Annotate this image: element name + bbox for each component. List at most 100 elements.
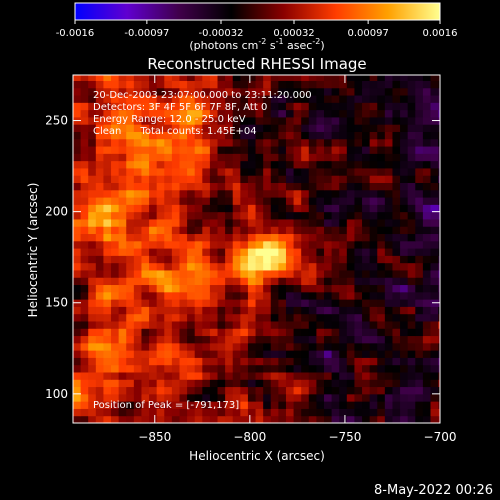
heatmap-cell [255,262,264,271]
heatmap-cell [263,320,272,329]
heatmap-cell [156,299,165,307]
heatmap-cell [438,248,440,256]
heatmap-cell [73,306,82,315]
heatmap-cell [339,175,348,183]
heatmap-cell [392,160,401,169]
heatmap-cell [301,320,310,329]
heatmap-cell [217,160,226,169]
heatmap-cell [95,160,104,169]
heatmap-cell [232,277,241,286]
heatmap-cell [339,182,348,191]
heatmap-cell [202,75,211,81]
heatmap-cell [133,153,142,162]
heatmap-cell [369,116,378,125]
heatmap-cell [270,197,279,205]
heatmap-cell [255,248,264,256]
heatmap-cell [278,255,287,264]
heatmap-cell [270,204,279,213]
heatmap-cell [377,204,386,213]
heatmap-cell [384,95,393,103]
heatmap-cell [438,109,440,118]
heatmap-cell [384,386,393,395]
heatmap-cell [133,379,142,388]
heatmap-cell [339,371,348,380]
heatmap-cell [346,138,355,147]
heatmap-cell [171,233,180,242]
heatmap-cell [331,328,340,337]
heatmap-cell [194,197,203,205]
heatmap-cell [103,255,112,264]
heatmap-cell [285,124,295,132]
heatmap-cell [301,255,310,264]
heatmap-cell [194,291,203,300]
heatmap-cell [263,248,272,256]
heatmap-cell [80,211,89,220]
heatmap-cell [149,80,158,89]
heatmap-cell [308,401,317,409]
heatmap-cell [118,131,127,140]
heatmap-cell [270,313,279,322]
heatmap-cell [80,313,89,322]
heatmap-cell [126,138,135,147]
heatmap-cell [407,299,416,307]
heatmap-cell [95,80,104,89]
heatmap-cell [232,146,241,154]
heatmap-cell [415,313,424,322]
heatmap-cell [430,269,439,278]
heatmap-cell [339,160,348,169]
heatmap-cell [422,350,431,358]
heatmap-cell [225,80,234,89]
heatmap-cell [377,401,386,409]
heatmap-cell [384,248,393,256]
heatmap-cell [194,342,203,351]
heatmap-cell [392,284,401,293]
heatmap-cell [126,80,135,89]
heatmap-cell [202,233,211,242]
heatmap-cell [202,415,211,423]
heatmap-cell [88,328,97,337]
heatmap-cell [217,102,226,111]
heatmap-cell [187,116,196,125]
heatmap-cell [232,255,241,264]
heatmap-cell [400,393,409,402]
heatmap-cell [270,80,279,89]
heatmap-cell [430,218,439,227]
heatmap-cell [95,386,104,395]
heatmap-cell [247,408,257,417]
heatmap-cell [209,131,219,140]
heatmap-cell [415,393,424,402]
heatmap-cell [171,342,180,351]
heatmap-cell [80,277,89,286]
heatmap-cell [194,153,203,162]
heatmap-cell [422,160,431,169]
heatmap-cell [240,197,249,205]
heatmap-cell [308,138,317,147]
heatmap-cell [73,269,82,278]
heatmap-cell [285,233,295,242]
heatmap-cell [179,182,188,191]
heatmap-cell [255,393,264,402]
heatmap-cell [95,342,104,351]
heatmap-cell [354,197,363,205]
heatmap-cell [149,335,158,344]
heatmap-cell [141,350,150,358]
heatmap-cell [293,379,302,388]
heatmap-cell [171,364,180,373]
heatmap-cell [407,102,416,111]
heatmap-cell [164,233,173,242]
heatmap-cell [80,153,89,162]
heatmap-cell [126,255,135,264]
heatmap-cell [156,284,165,293]
heatmap-cell [240,269,249,278]
heatmap-cell [400,408,409,417]
heatmap-cell [354,255,363,264]
heatmap-cell [118,226,127,235]
heatmap-cell [126,109,135,118]
heatmap-cell [187,386,196,395]
heatmap-cell [202,328,211,337]
heatmap-cell [285,87,295,96]
heatmap-cell [392,146,401,154]
heatmap-cell [133,284,142,293]
heatmap-cell [133,95,142,103]
heatmap-cell [141,182,150,191]
